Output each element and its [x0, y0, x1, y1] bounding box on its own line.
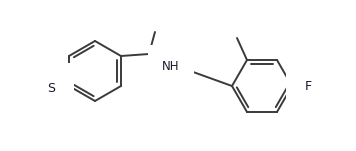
Text: S: S — [47, 82, 55, 95]
Text: NH: NH — [162, 59, 180, 72]
Text: F: F — [304, 79, 312, 93]
